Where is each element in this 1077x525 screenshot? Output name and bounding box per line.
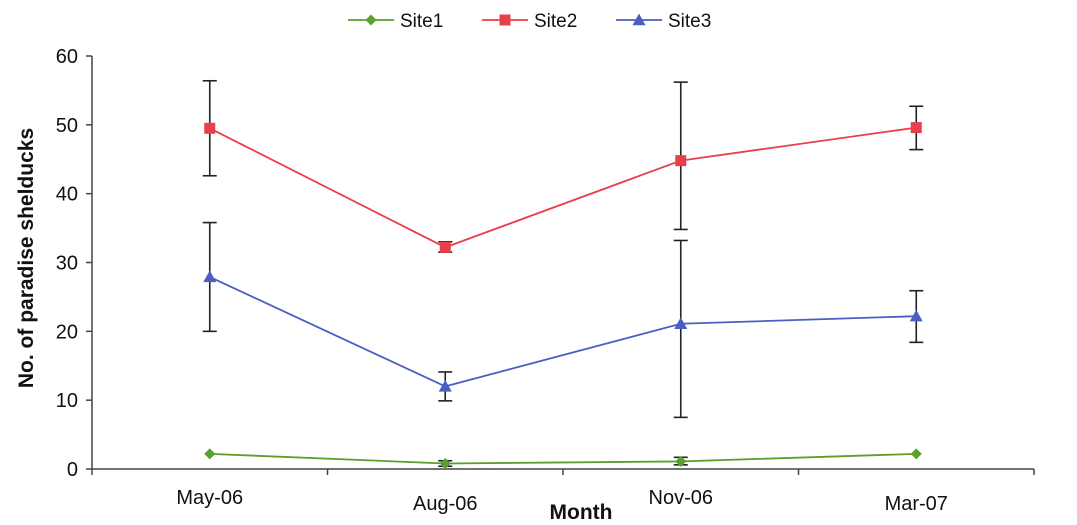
legend-item-site1: Site1 <box>348 11 443 32</box>
data-point <box>910 448 922 460</box>
data-point <box>439 457 451 469</box>
data-point <box>910 122 922 134</box>
data-point <box>439 241 451 253</box>
y-axis-title: No. of paradise shelducks <box>15 128 38 388</box>
data-point <box>438 379 452 392</box>
data-point <box>203 270 217 283</box>
x-tick-label: May-06 <box>176 487 243 509</box>
data-point <box>204 448 216 460</box>
series-site1 <box>204 448 922 469</box>
series-site2 <box>202 79 924 253</box>
y-tick-label: 30 <box>56 253 78 275</box>
x-axis: May-06 Aug-06 Nov-06 Mar-07 <box>91 468 1035 515</box>
y-axis: 0 10 20 30 40 50 60 <box>56 46 93 481</box>
data-point <box>675 455 687 467</box>
x-axis-title: Month <box>550 501 613 524</box>
legend-label: Site3 <box>668 11 711 32</box>
series-layer <box>202 79 924 469</box>
data-point <box>909 309 923 322</box>
y-tick-label: 10 <box>56 390 78 412</box>
y-tick-label: 0 <box>67 459 78 481</box>
series-line <box>209 452 917 465</box>
y-tick-label: 40 <box>56 184 78 206</box>
data-point <box>674 317 688 329</box>
legend-item-site3: Site3 <box>616 11 711 32</box>
series-site3 <box>202 221 924 419</box>
data-point <box>675 155 687 167</box>
legend-item-site2: Site2 <box>482 11 577 32</box>
data-point <box>204 122 216 134</box>
legend-label: Site1 <box>400 11 443 32</box>
series-line <box>209 276 917 388</box>
x-tick-label: Nov-06 <box>649 487 713 509</box>
x-tick-label: Mar-07 <box>885 493 948 515</box>
legend-marker <box>365 14 377 26</box>
y-tick-label: 60 <box>56 46 78 68</box>
legend: Site1 Site2 Site3 <box>348 11 711 32</box>
series-line <box>209 126 917 249</box>
y-tick-label: 20 <box>56 321 78 343</box>
y-tick-label: 50 <box>56 115 78 137</box>
legend-marker <box>632 13 646 26</box>
legend-marker <box>499 14 511 26</box>
legend-label: Site2 <box>534 11 577 32</box>
x-tick-label: Aug-06 <box>413 493 478 515</box>
